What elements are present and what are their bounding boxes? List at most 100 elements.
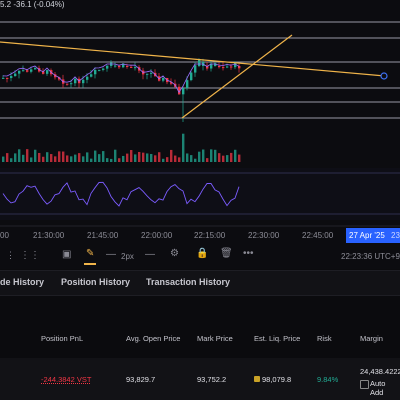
- time-label: 22:30:00: [248, 231, 280, 240]
- date-badge-text: 27 Apr '25: [349, 231, 385, 240]
- candle: [82, 79, 85, 84]
- candle: [102, 68, 105, 70]
- clock: 22:23:36 UTC+9: [341, 252, 400, 261]
- liq-price-icon: [254, 376, 260, 382]
- volume-bar: [194, 158, 197, 162]
- stroke-width-label[interactable]: 2px: [121, 252, 134, 261]
- volume-bar: [234, 149, 237, 162]
- volume-bar: [94, 150, 97, 162]
- tab-transaction-history[interactable]: Transaction History: [146, 277, 231, 287]
- volume-bar: [114, 149, 117, 162]
- header-risk: Risk: [317, 334, 332, 343]
- candle: [162, 77, 165, 81]
- time-label: 22:00:00: [141, 231, 173, 240]
- candle: [122, 63, 125, 68]
- volume-bar: [238, 154, 241, 162]
- candle: [2, 77, 5, 79]
- volume-bar: [78, 153, 81, 162]
- volume-bar: [178, 157, 181, 162]
- candle: [234, 61, 237, 68]
- time-axis-cursor-band: [0, 227, 302, 245]
- auto-add-label[interactable]: Auto Add: [370, 379, 386, 397]
- volume-bar: [122, 155, 125, 162]
- candle: [98, 69, 101, 71]
- candle: [150, 72, 153, 74]
- volume-bar: [166, 157, 169, 162]
- candle: [222, 67, 225, 69]
- volume-bar: [202, 149, 205, 162]
- candle: [182, 88, 185, 95]
- date-badge-suffix: 23:0: [391, 231, 400, 240]
- volume-bar: [54, 156, 57, 162]
- tab-trade-history[interactable]: de History: [0, 277, 45, 287]
- volume-bar: [62, 151, 65, 162]
- candle: [34, 68, 37, 70]
- cell-avg-open-price: 93,829.7: [126, 375, 156, 384]
- candle: [134, 67, 137, 69]
- layers-icon[interactable]: ▣: [62, 249, 72, 260]
- trash-icon[interactable]: 🗑: [220, 248, 233, 259]
- price-chart[interactable]: 5.2 -36.1 (-0.04%) 00 21:30:00 21:45:00 …: [0, 0, 400, 245]
- chart-canvas[interactable]: [0, 0, 400, 245]
- candles: [2, 58, 241, 122]
- history-tabs: de History Position History Transaction …: [0, 270, 400, 296]
- header-liq-price: Est. Liq. Price: [254, 334, 301, 343]
- tab-position-history[interactable]: Position History: [61, 277, 131, 287]
- volume-bar: [90, 158, 93, 162]
- moving-average-line: [2, 63, 240, 94]
- volume-bar: [6, 153, 9, 162]
- volume-bar: [66, 155, 69, 162]
- volume-bar: [106, 158, 109, 162]
- candle: [238, 66, 241, 69]
- candle: [66, 83, 69, 85]
- volume-bar: [146, 153, 149, 162]
- volume-bar: [70, 156, 73, 162]
- volume-bars: [2, 133, 241, 162]
- oscillator-line: [2, 181, 240, 207]
- cell-liq-price: 98,079.8: [262, 375, 292, 384]
- date-badge: 27 Apr '25 23:0: [346, 228, 400, 243]
- color-swatch[interactable]: [84, 263, 96, 265]
- lock-icon[interactable]: 🔒: [196, 248, 209, 259]
- candle: [58, 77, 61, 80]
- volume-bar: [182, 133, 185, 162]
- cell-margin: 24,438.4222: [360, 367, 400, 376]
- auto-add-checkbox[interactable]: [360, 380, 369, 389]
- line-icon[interactable]: —: [106, 249, 116, 260]
- candle: [10, 76, 13, 78]
- line-style-icon[interactable]: —: [145, 249, 155, 260]
- pencil-icon[interactable]: ✎: [86, 248, 95, 259]
- candle: [218, 66, 221, 68]
- table-row[interactable]: -244.3842 VST 93,829.7 93,752.2 98,079.8…: [0, 358, 400, 400]
- candle: [118, 66, 121, 68]
- volume-bar: [226, 155, 229, 162]
- volume-bar: [58, 151, 61, 162]
- volume-bar: [130, 150, 133, 162]
- gear-icon[interactable]: ⚙: [170, 248, 179, 259]
- header-position-pnl: Position PnL: [41, 334, 84, 343]
- more-icon[interactable]: •••: [243, 248, 254, 259]
- volume-bar: [214, 149, 217, 162]
- volume-bar: [46, 152, 49, 162]
- candle: [70, 83, 73, 85]
- volume-bar: [218, 153, 221, 162]
- time-label: 21:30:00: [33, 231, 65, 240]
- volume-bar: [158, 152, 161, 162]
- volume-bar: [174, 155, 177, 162]
- volume-bar: [82, 156, 85, 162]
- trend-line-up: [181, 34, 293, 119]
- candle: [18, 70, 21, 74]
- cell-position-pnl[interactable]: -244.3842 VST: [41, 375, 92, 384]
- candle: [42, 71, 45, 74]
- volume-bar: [30, 157, 33, 162]
- drag-handle-icon[interactable]: ⋮⋮: [20, 250, 40, 261]
- volume-bar: [198, 151, 201, 162]
- volume-bar: [230, 152, 233, 162]
- volume-bar: [190, 155, 193, 162]
- volume-bar: [110, 158, 113, 162]
- collapse-icon[interactable]: ⋮: [6, 250, 15, 260]
- volume-bar: [162, 158, 165, 162]
- time-label: 22:15:00: [194, 231, 226, 240]
- volume-bar: [26, 149, 29, 162]
- candle: [106, 65, 109, 69]
